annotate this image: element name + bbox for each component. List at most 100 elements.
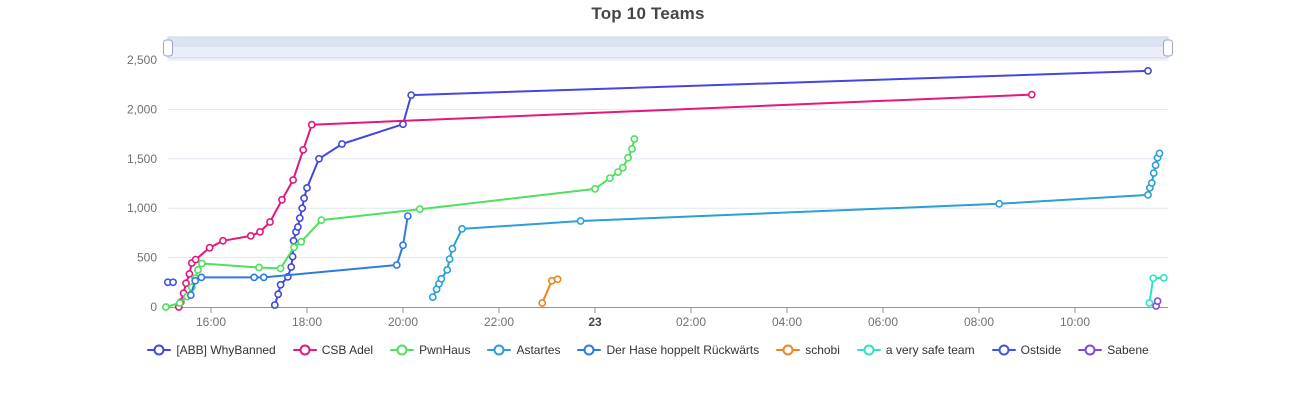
y-axis-label: 500 — [137, 251, 157, 265]
legend-line-marker-icon — [147, 344, 172, 356]
series-marker — [591, 184, 599, 193]
legend-line-marker-icon — [1078, 344, 1103, 356]
series-marker — [191, 276, 200, 285]
series-marker — [448, 244, 457, 253]
series-marker — [428, 293, 437, 301]
series-marker — [278, 195, 286, 204]
series-marker — [297, 237, 306, 246]
series-marker — [317, 216, 326, 224]
legend-item-astartes[interactable]: Astartes — [487, 343, 560, 357]
series-marker — [169, 278, 177, 287]
series-der-hase-hoppelt-r-ckw-rts — [186, 212, 412, 299]
x-axis-label: 20:00 — [388, 315, 418, 329]
datazoom-right-handle[interactable] — [1163, 39, 1173, 57]
legend-item-a-very-safe-team[interactable]: a very safe team — [856, 343, 975, 357]
series-marker — [624, 153, 632, 162]
series-marker — [630, 135, 639, 143]
legend-item--abb-whybanned[interactable]: [ABB] WhyBanned — [147, 343, 276, 357]
series-marker — [315, 154, 323, 163]
series-line — [431, 152, 1161, 299]
chart-legend: [ABB] WhyBanned CSB Adel PwnHaus Astartes De… — [0, 343, 1296, 357]
datazoom-slider[interactable] — [163, 36, 1173, 59]
series-marker — [392, 261, 401, 269]
legend-line-marker-icon — [991, 344, 1016, 356]
series-marker — [1153, 297, 1162, 305]
legend-item-schobi[interactable]: schobi — [776, 343, 840, 357]
legend-line-marker-icon — [292, 344, 317, 356]
series-marker — [191, 255, 200, 264]
legend-item-sabene[interactable]: Sabene — [1078, 343, 1149, 357]
series-marker — [246, 231, 255, 240]
series-marker — [194, 265, 202, 274]
chart-title: Top 10 Teams — [591, 4, 705, 23]
series-marker — [1147, 179, 1156, 187]
x-axis-label: 06:00 — [868, 315, 898, 329]
series-marker — [289, 176, 297, 184]
datazoom-shadow — [169, 38, 1167, 47]
series-marker — [1144, 190, 1152, 199]
series-marker — [403, 212, 412, 220]
legend-label: PwnHaus — [419, 343, 471, 357]
series-marker — [185, 269, 194, 278]
series-marker — [1149, 169, 1158, 177]
series-marker — [1151, 161, 1160, 170]
series-marker — [161, 303, 170, 311]
legend-label: Sabene — [1107, 343, 1149, 357]
legend-line-marker-icon — [776, 344, 801, 356]
series-marker — [270, 301, 279, 309]
legend-label: Der Hase hoppelt Rückwärts — [606, 343, 760, 357]
legend-item-csb-adel[interactable]: CSB Adel — [292, 343, 373, 357]
series-marker — [290, 243, 298, 252]
series-marker — [338, 140, 346, 148]
series-marker — [250, 273, 259, 282]
series-marker — [186, 291, 195, 299]
series-marker — [303, 183, 311, 192]
series-marker — [197, 273, 206, 282]
datazoom-left-handle[interactable] — [163, 39, 173, 57]
series-ostside — [163, 278, 177, 287]
series-marker — [614, 168, 622, 176]
series-marker — [259, 273, 268, 282]
series-marker — [300, 194, 308, 203]
series-pwnhaus — [161, 135, 639, 311]
series-marker — [182, 279, 190, 288]
series-marker — [399, 120, 407, 129]
series-marker — [538, 299, 547, 307]
legend-item-pwnhaus[interactable]: PwnHaus — [390, 343, 470, 357]
series-marker — [1144, 67, 1152, 75]
legend-line-marker-icon — [390, 344, 415, 356]
series-marker — [445, 255, 454, 263]
x-axis-label: 23 — [588, 315, 602, 329]
legend-line-marker-icon — [487, 344, 512, 356]
series-marker — [276, 264, 285, 273]
legend-item-der-hase-hoppelt-r-ckw-rts[interactable]: Der Hase hoppelt Rückwärts — [577, 343, 759, 357]
legend-item-ostside[interactable]: Ostside — [991, 343, 1061, 357]
legend-line-marker-icon — [577, 344, 602, 356]
series-marker — [197, 259, 206, 268]
series--abb-whybanned — [270, 67, 1152, 309]
series-marker — [437, 274, 446, 283]
series-marker — [295, 214, 304, 222]
series-marker — [995, 199, 1004, 208]
legend-label: Astartes — [516, 343, 561, 357]
series-marker — [256, 227, 264, 236]
series-marker — [293, 223, 302, 231]
series-line — [273, 69, 1149, 306]
series-marker — [289, 236, 298, 245]
x-axis-label: 16:00 — [196, 315, 226, 329]
series-marker — [458, 224, 466, 233]
y-axis-label: 1,000 — [127, 201, 157, 215]
series-marker — [299, 145, 308, 154]
x-axis-label: 18:00 — [292, 315, 322, 329]
series-marker — [298, 204, 307, 213]
series-astartes — [428, 149, 1164, 301]
legend-label: [ABB] WhyBanned — [176, 343, 276, 357]
series-marker — [443, 265, 452, 274]
series-marker — [606, 174, 614, 182]
series-marker — [288, 252, 297, 261]
series-marker — [307, 120, 316, 129]
series-marker — [415, 205, 424, 214]
series-marker — [618, 163, 627, 172]
series-marker — [576, 217, 585, 225]
